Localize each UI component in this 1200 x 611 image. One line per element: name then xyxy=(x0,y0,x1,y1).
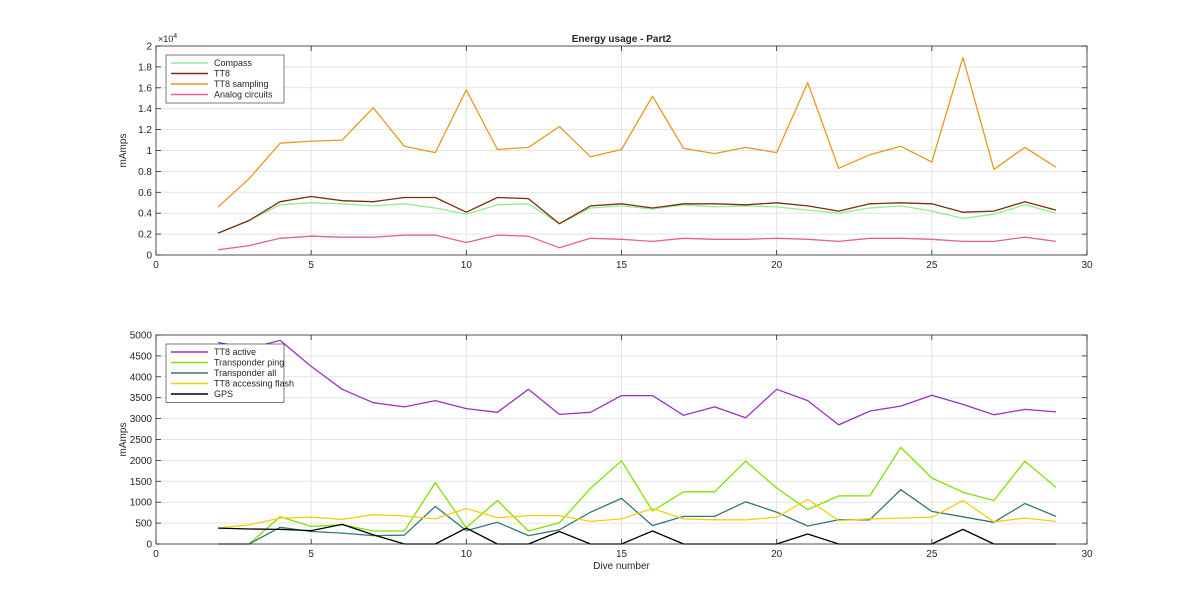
y-tick-label: 1.6 xyxy=(138,83,152,94)
x-tick-label: 5 xyxy=(308,549,314,560)
y-tick-label: 0 xyxy=(146,540,152,551)
y-tick-label: 1.8 xyxy=(138,62,152,73)
y-tick-label: 2000 xyxy=(130,456,153,467)
x-tick-label: 15 xyxy=(616,549,628,560)
chart-title: Energy usage - Part2 xyxy=(572,34,672,45)
y-tick-label: 0 xyxy=(146,251,152,262)
y-tick-label: 0.6 xyxy=(138,188,152,199)
y-tick-label: 1 xyxy=(146,146,152,157)
series-line-tt8-sampling xyxy=(217,56,1057,208)
x-tick-label: 5 xyxy=(308,260,314,271)
y-tick-label: 0.4 xyxy=(138,209,152,220)
x-tick-label: 15 xyxy=(616,260,628,271)
legend-label: GPS xyxy=(214,389,233,399)
x-tick-label: 25 xyxy=(926,549,938,560)
x-tick-label: 10 xyxy=(461,549,473,560)
legend-label: Analog circuits xyxy=(214,90,273,100)
y-tick-label: 4500 xyxy=(130,351,153,362)
series-line-compass xyxy=(217,202,1057,234)
y-axis-label: mAmps xyxy=(118,134,129,168)
y-tick-label: 1500 xyxy=(130,477,153,488)
legend-label: TT8 active xyxy=(214,347,256,357)
x-tick-label: 30 xyxy=(1081,549,1093,560)
y-tick-label: 3000 xyxy=(130,414,153,425)
x-tick-label: 10 xyxy=(461,260,473,271)
y-tick-label: 0.2 xyxy=(138,230,152,241)
x-tick-label: 25 xyxy=(926,260,938,271)
y-tick-label: 1.4 xyxy=(138,104,152,115)
y-exponent-label: ×104 xyxy=(158,33,177,44)
series-line-tt8-active xyxy=(217,339,1057,426)
x-tick-label: 0 xyxy=(153,260,159,271)
y-tick-label: 4000 xyxy=(130,372,153,383)
series-line-transponder-ping xyxy=(218,446,1057,545)
legend-label: TT8 sampling xyxy=(214,79,269,89)
y-tick-label: 5000 xyxy=(130,331,153,342)
y-tick-label: 1000 xyxy=(130,498,153,509)
y-axis-label: mAmps xyxy=(118,423,129,457)
legend-label: Compass xyxy=(214,58,253,68)
y-tick-label: 0.8 xyxy=(138,167,152,178)
y-tick-label: 3500 xyxy=(130,393,153,404)
x-tick-label: 20 xyxy=(771,260,783,271)
legend-label: TT8 xyxy=(214,69,230,79)
legend-label: Transponder all xyxy=(214,368,276,378)
x-tick-label: 30 xyxy=(1081,260,1093,271)
x-tick-label: 20 xyxy=(771,549,783,560)
subplot-2: 0 5 10 15 20 25 30 0 500 1000 1500 2000 2500 3000 3500… xyxy=(118,331,1093,573)
series-line-analog-circuits xyxy=(218,234,1057,251)
y-tick-label: 1.2 xyxy=(138,125,152,136)
series-line-transponder-all xyxy=(218,489,1057,545)
y-tick-label: 2 xyxy=(146,42,152,53)
subplot-1: 0 5 10 15 20 25 30 0 0.2 0.4 0.6 0.8 1 1.2 1.4 1.6 1.8 2 ×… xyxy=(118,33,1093,271)
y-tick-label: 500 xyxy=(135,519,152,530)
legend-label: Transponder ping xyxy=(214,358,284,368)
x-axis-label: Dive number xyxy=(593,561,650,572)
series-line-tt8-accessing-flash xyxy=(218,498,1057,529)
legend-label: TT8 accessing flash xyxy=(214,379,294,389)
x-tick-label: 0 xyxy=(153,549,159,560)
series-line-tt8 xyxy=(217,195,1057,234)
y-tick-label: 2500 xyxy=(130,435,153,446)
